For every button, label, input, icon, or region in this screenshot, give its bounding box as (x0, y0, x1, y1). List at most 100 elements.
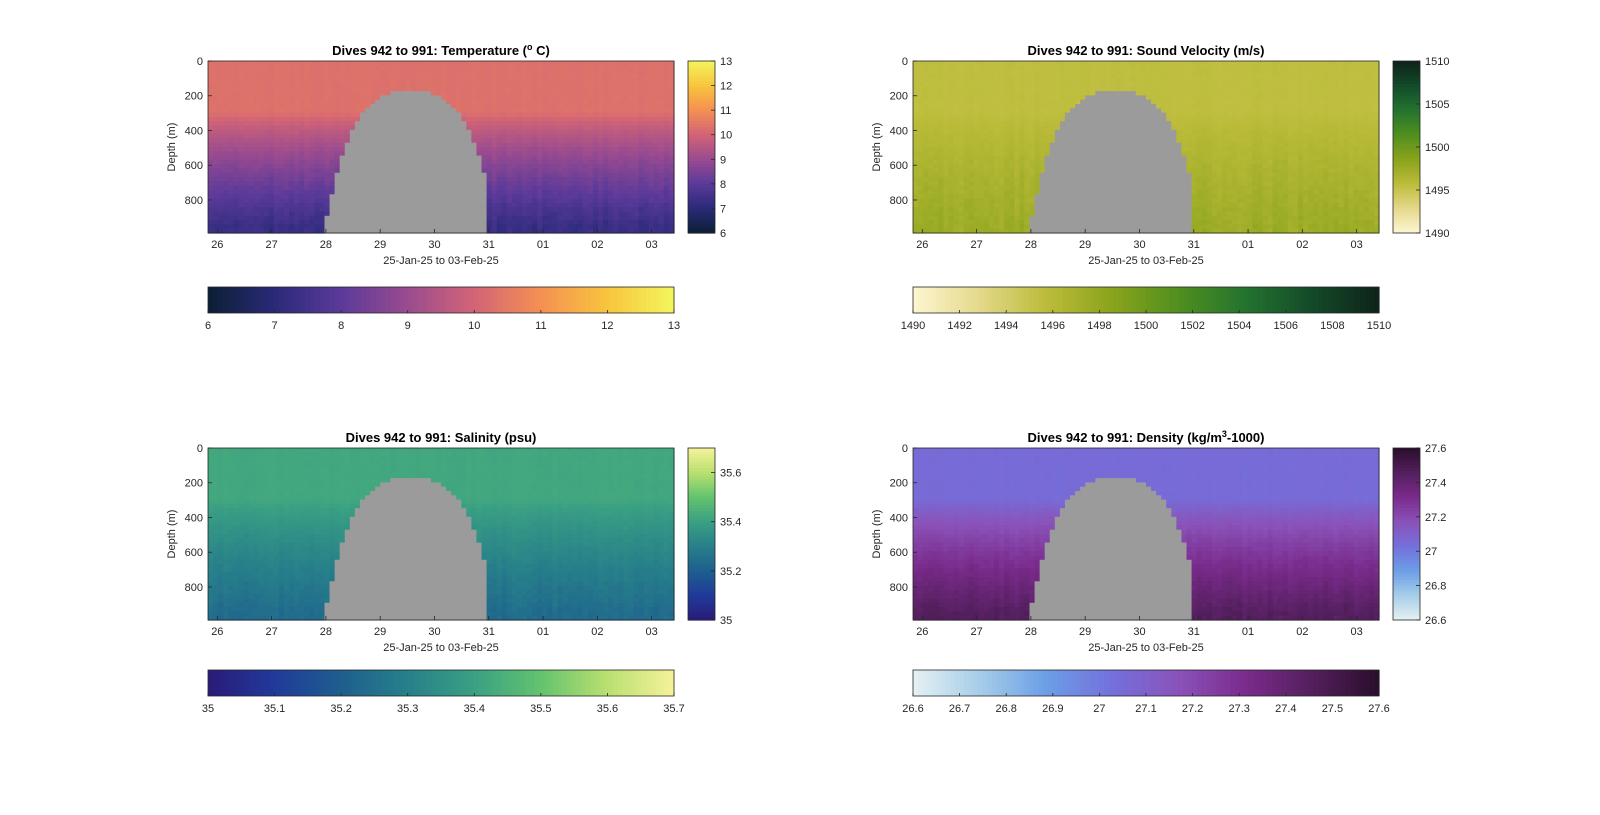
heatmap-cell (577, 65, 584, 71)
heatmap-cell (339, 95, 346, 101)
heatmap-cell (506, 61, 513, 66)
heatmap-cell (304, 99, 310, 105)
heatmap-cell (608, 65, 614, 71)
heatmap-cell (380, 224, 386, 230)
heatmap-cell (496, 112, 503, 118)
heatmap-cell (1029, 69, 1036, 75)
heatmap-cell (943, 134, 950, 139)
heatmap-cell (973, 65, 980, 71)
heatmap-cell (283, 177, 290, 182)
heatmap-cell (415, 194, 422, 200)
heatmap-cell (238, 155, 245, 161)
heatmap-cell (567, 207, 574, 213)
heatmap-cell (218, 202, 224, 208)
heatmap-cell (582, 228, 589, 234)
heatmap-cell (958, 112, 965, 118)
heatmap-cell (557, 159, 564, 165)
heatmap-cell (994, 202, 1000, 208)
heatmap-cell (943, 172, 950, 178)
heatmap-cell (648, 125, 655, 131)
heatmap-cell (420, 95, 427, 101)
heatmap-cell (1039, 116, 1046, 122)
heatmap-cell (643, 228, 650, 234)
heatmap-cell (999, 108, 1005, 114)
heatmap-cell (289, 112, 295, 118)
colorbar-swatch (688, 138, 715, 142)
heatmap-cell (547, 198, 554, 204)
heatmap-cell (532, 134, 538, 139)
heatmap-cell (968, 142, 975, 148)
heatmap-cell (552, 65, 559, 71)
heatmap-cell (283, 125, 290, 131)
heatmap-cell (370, 159, 376, 165)
heatmap-cell (491, 172, 498, 178)
heatmap-cell (329, 138, 336, 144)
heatmap-cell (456, 224, 462, 230)
heatmap-cell (658, 125, 665, 131)
heatmap-cell (496, 185, 503, 191)
heatmap-cell (213, 168, 219, 174)
heatmap-cell (988, 99, 995, 105)
heatmap-cell (572, 228, 579, 234)
heatmap-cell (999, 78, 1005, 84)
heatmap-cell (562, 159, 569, 165)
heatmap-cell (304, 228, 310, 234)
heatmap-cell (1029, 185, 1036, 191)
heatmap-cell (319, 78, 326, 84)
heatmap-cell (451, 198, 457, 204)
heatmap-cell (425, 116, 432, 122)
heatmap-cell (603, 151, 609, 157)
heatmap-cell (354, 147, 361, 152)
heatmap-cell (933, 108, 939, 114)
heatmap-cell (948, 125, 955, 131)
heatmap-cell (587, 91, 594, 96)
heatmap-cell (1004, 155, 1010, 161)
heatmap-cell (294, 147, 300, 152)
heatmap-cell (476, 190, 483, 195)
heatmap-cell (582, 69, 589, 75)
heatmap-cell (304, 194, 310, 200)
heatmap-cell (243, 155, 250, 161)
heatmap-cell (228, 147, 234, 152)
heatmap-cell (658, 215, 665, 221)
colorbar-swatch (473, 287, 479, 313)
heatmap-cell (1004, 202, 1010, 208)
y-tick-label: 400 (185, 125, 203, 137)
heatmap-cell (983, 228, 990, 234)
heatmap-cell (248, 138, 255, 144)
heatmap-cell (263, 86, 270, 92)
heatmap-cell (496, 215, 503, 221)
heatmap-cell (1009, 129, 1015, 135)
heatmap-cell (1009, 185, 1015, 191)
heatmap-cell (253, 147, 260, 152)
heatmap-cell (608, 138, 614, 144)
heatmap-cell (623, 151, 630, 157)
heatmap-cell (1019, 202, 1026, 208)
heatmap-cell (608, 82, 614, 88)
heatmap-cell (999, 194, 1005, 200)
heatmap-cell (1039, 138, 1046, 144)
heatmap-cell (289, 61, 295, 66)
heatmap-cell (258, 147, 265, 152)
heatmap-cell (658, 190, 665, 195)
heatmap-cell (456, 185, 462, 191)
heatmap-cell (218, 69, 224, 75)
heatmap-cell (441, 99, 447, 105)
heatmap-cell (1034, 215, 1041, 221)
heatmap-cell (547, 164, 554, 170)
heatmap-cell (577, 220, 584, 225)
heatmap-cell (633, 168, 640, 174)
heatmap-cell (223, 194, 229, 200)
heatmap-cell (506, 164, 513, 170)
heatmap-cell (283, 147, 290, 152)
heatmap-cell (547, 125, 554, 131)
heatmap-cell (918, 190, 924, 195)
heatmap-cell (587, 172, 594, 178)
heatmap-cell (557, 99, 564, 105)
heatmap-cell (213, 138, 219, 144)
heatmap-cell (435, 108, 442, 114)
heatmap-cell (435, 73, 442, 79)
heatmap-cell (506, 99, 513, 105)
heatmap-cell (263, 91, 270, 96)
heatmap-cell (633, 177, 640, 182)
